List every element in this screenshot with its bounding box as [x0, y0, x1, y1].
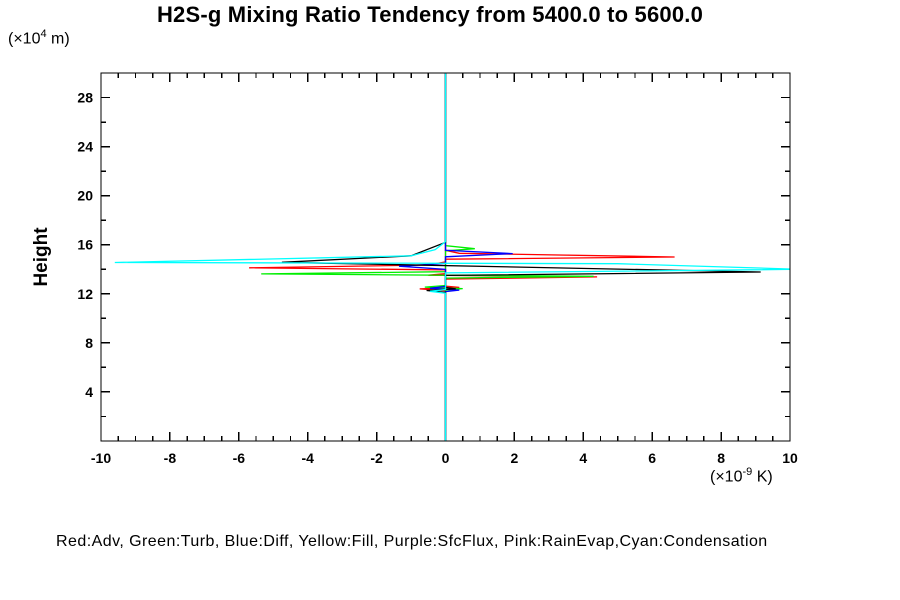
y-tick-label: 16	[77, 237, 93, 253]
x-tick-label: -4	[301, 450, 314, 466]
x-tick-label: 10	[782, 450, 798, 466]
series-group	[114, 73, 790, 441]
chart-title: H2S-g Mixing Ratio Tendency from 5400.0 …	[156, 2, 704, 27]
x-tick-label: 8	[717, 450, 725, 466]
legend-text: Red:Adv, Green:Turb, Blue:Diff, Yellow:F…	[56, 533, 768, 550]
x-tick-label: 6	[648, 450, 656, 466]
x-tick-label: -8	[164, 450, 177, 466]
x-tick-label: 2	[511, 450, 519, 466]
series-line-cyan	[114, 73, 790, 441]
x-tick-label: -2	[370, 450, 383, 466]
x-tick-label: -6	[233, 450, 246, 466]
x-tick-label: -10	[91, 450, 111, 466]
plot-frame	[100, 72, 791, 442]
series-line-blue	[398, 73, 513, 441]
y-tick-label: 28	[77, 90, 93, 106]
y-tick-label: 24	[77, 139, 93, 155]
y-axis-unit-label: (×104 m)	[8, 28, 70, 48]
y-tick-label: 8	[85, 335, 93, 351]
y-tick-label: 4	[85, 384, 93, 400]
x-tick-label: 0	[442, 450, 450, 466]
x-tick-label: 4	[579, 450, 587, 466]
series-line-green	[261, 73, 594, 441]
series-line-red	[249, 73, 675, 441]
y-tick-label: 20	[77, 188, 93, 204]
x-axis-unit-label: (×10-9 K)	[710, 466, 773, 486]
y-tick-label: 12	[77, 286, 93, 302]
